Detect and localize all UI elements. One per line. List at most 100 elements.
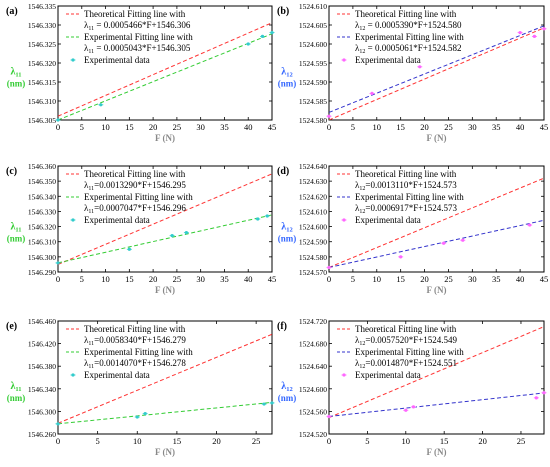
x-tick-label: 15 [173, 436, 182, 446]
y-tick-label: 1524.580 [299, 116, 327, 125]
y-tick-label: 1546.335 [28, 2, 56, 11]
y-axis-label: λ12 [281, 381, 292, 393]
legend-experimental-equation: λ12=0.0014870*F+1524.551 [355, 358, 457, 370]
x-axis-label: F (N) [427, 133, 447, 143]
x-tick-label: 5 [365, 436, 369, 446]
plot-frame [57, 5, 273, 121]
legend-data-label: Experimental data [355, 55, 421, 65]
legend-theoretical-equation: λ11=0.0013290*F+1546.295 [84, 180, 186, 192]
y-tick-label: 1546.320 [28, 59, 56, 68]
y-tick-label: 1524.680 [299, 340, 327, 349]
y-axis-unit: (nm) [278, 393, 297, 403]
y-tick-label: 1524.640 [299, 162, 327, 171]
y-tick-label: 1546.305 [28, 116, 56, 125]
x-tick-label: 40 [244, 274, 253, 284]
legend-experimental-title: Experimental Fitting line with [355, 347, 464, 357]
x-tick-label: 20 [149, 274, 158, 284]
x-tick-label: 5 [351, 122, 355, 132]
x-tick-label: 25 [444, 122, 453, 132]
chart-panel-3: 0 5 10 15 20 25 30 35 40 45 1546.290 1546.300 1546.3… [6, 162, 276, 295]
x-tick-label: 25 [517, 436, 526, 446]
plot-frame [328, 320, 545, 435]
y-tick-label: 1524.595 [299, 59, 327, 68]
x-tick-label: 20 [149, 122, 158, 132]
panel-label: (c) [6, 166, 17, 177]
y-tick-label: 1524.585 [299, 97, 327, 106]
y-tick-label: 1546.315 [28, 78, 56, 87]
y-tick-label: 1524.590 [299, 78, 327, 87]
x-tick-label: 5 [96, 436, 100, 446]
x-tick-label: 25 [252, 436, 261, 446]
legend-data-label: Experimental data [355, 215, 421, 225]
y-tick-label: 1524.720 [299, 317, 327, 326]
x-tick-label: 5 [351, 274, 355, 284]
x-tick-label: 45 [268, 122, 277, 132]
legend-theoretical-equation: λ11=0.0058340*F+1546.279 [84, 335, 186, 347]
panel-label: (d) [277, 166, 289, 177]
x-tick-label: 35 [492, 274, 501, 284]
y-tick-label: 1546.300 [28, 407, 56, 416]
experimental-fit-line [58, 214, 272, 264]
y-tick-label: 1524.640 [299, 362, 327, 371]
legend-experimental-title: Experimental Fitting line with [355, 32, 464, 42]
y-tick-label: 1524.610 [299, 2, 327, 11]
legend-theoretical-title: Theoretical Fitting line with [355, 9, 457, 19]
x-tick-label: 40 [244, 122, 253, 132]
x-tick-label: 20 [420, 122, 429, 132]
legend-experimental-equation: λ12 = 0.0005061*F+1524.582 [355, 43, 462, 55]
x-tick-label: 20 [478, 436, 487, 446]
x-tick-label: 45 [540, 274, 549, 284]
y-tick-label: 1524.570 [299, 268, 327, 277]
x-tick-label: 0 [327, 122, 331, 132]
panel-label: (e) [6, 321, 17, 332]
y-tick-label: 1524.560 [299, 407, 327, 416]
y-tick-label: 1546.290 [28, 268, 56, 277]
chart-panel-5: 0 5 10 15 20 25 1546.260 1546.300 1546.340 1546.3… [6, 317, 275, 457]
y-axis-unit: (nm) [7, 393, 26, 403]
legend-experimental-equation: λ11 = 0.0005043*F+1546.305 [84, 43, 191, 55]
y-tick-label: 1546.380 [28, 362, 56, 371]
y-tick-label: 1546.330 [28, 21, 56, 30]
legend-theoretical-equation: λ12=0.0057520*F+1524.549 [355, 335, 458, 347]
x-tick-label: 10 [101, 122, 110, 132]
y-axis-label: λ11 [10, 381, 21, 393]
chart-panel-1: 0 5 10 15 20 25 30 35 40 45 1546.305 1546.310 1546.3… [6, 2, 276, 143]
x-tick-label: 25 [444, 274, 453, 284]
x-axis-label: F (N) [427, 447, 447, 457]
y-axis-label: λ12 [281, 222, 292, 234]
y-tick-label: 1524.580 [299, 253, 327, 262]
y-axis-unit: (nm) [278, 234, 297, 244]
x-tick-label: 25 [173, 122, 182, 132]
x-axis-label: F (N) [155, 447, 175, 457]
y-axis-label: λ11 [10, 222, 21, 234]
plot-frame [328, 5, 545, 121]
legend-theoretical-equation: λ11 = 0.0005466*F+1546.306 [84, 20, 191, 32]
x-tick-label: 10 [373, 122, 382, 132]
plot-frame [57, 165, 273, 273]
y-tick-label: 1546.360 [28, 162, 56, 171]
x-tick-label: 0 [327, 274, 331, 284]
x-tick-label: 35 [220, 274, 229, 284]
legend-experimental-equation: λ12=0.0006917*F+1524.573 [355, 203, 458, 215]
legend-theoretical-title: Theoretical Fitting line with [84, 9, 186, 19]
y-tick-label: 1524.600 [299, 385, 327, 394]
experimental-fit-line [329, 392, 544, 417]
x-tick-label: 45 [540, 122, 549, 132]
y-tick-label: 1524.605 [299, 21, 327, 30]
legend-data-label: Experimental data [84, 55, 150, 65]
x-tick-label: 0 [56, 274, 60, 284]
x-tick-label: 25 [173, 274, 182, 284]
legend-theoretical-title: Theoretical Fitting line with [84, 324, 186, 334]
legend-theoretical-title: Theoretical Fitting line with [355, 324, 457, 334]
legend-experimental-title: Experimental Fitting line with [84, 192, 193, 202]
y-tick-label: 1524.630 [299, 177, 327, 186]
experimental-fit-line [329, 219, 544, 268]
panel-label: (a) [6, 6, 18, 17]
experimental-fit-line [58, 401, 272, 425]
chart-panel-4: 0 5 10 15 20 25 30 35 40 45 1524.570 1524.580 1524.5… [277, 162, 548, 295]
y-tick-label: 1524.600 [299, 40, 327, 49]
x-axis-label: F (N) [155, 285, 175, 295]
legend-experimental-title: Experimental Fitting line with [84, 347, 193, 357]
legend-theoretical-title: Theoretical Fitting line with [84, 169, 186, 179]
legend-data-label: Experimental data [84, 215, 150, 225]
